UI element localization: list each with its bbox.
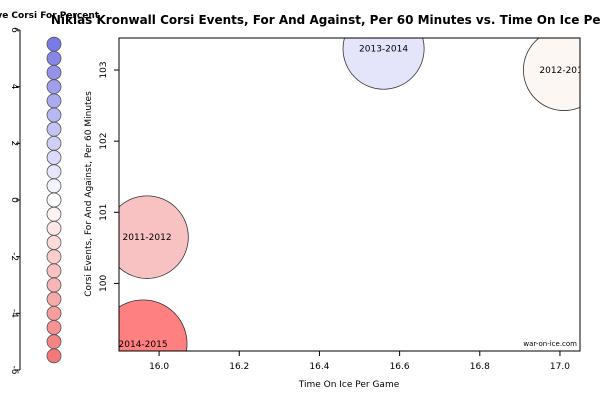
legend-tick-label: 2 [9,140,19,146]
x-tick-label: 16.4 [309,362,329,372]
point-bubble [119,299,188,351]
plot-frame [118,37,581,352]
legend-swatch [46,50,62,66]
data-point: 2014-2015 [119,299,188,351]
data-point: 2012-2013 [523,38,588,111]
y-tick-label: 100 [99,275,109,292]
legend-swatch [46,79,62,95]
legend-tick-label: 4 [9,84,19,90]
legend-swatch [46,150,62,165]
legend-title: tive Corsi For Percent [0,11,100,21]
legend-swatch [46,320,62,335]
legend-panel: tive Corsi For Percent 6 4 2 0 -2 -4 -6 [0,11,100,375]
y-tick-label: 101 [99,204,109,221]
legend-swatches [46,36,62,364]
data-point: 2013-2014 [342,38,425,90]
legend-swatch [46,220,62,236]
legend-swatch [46,291,62,307]
point-label: 2011-2012 [123,233,172,243]
x-tick-label: 16.8 [470,362,490,372]
legend-swatch [46,93,62,109]
x-tick-label: 16.6 [390,362,410,372]
legend-tick-label: 0 [9,197,19,203]
watermark: war-on-ice.com [523,340,577,348]
point-label: 2012-2013 [539,66,588,76]
legend-swatch [46,178,62,194]
x-axis-label: Time On Ice Per Game [298,380,400,390]
legend-swatch [46,334,62,350]
legend-tick-label: -2 [9,252,19,261]
x-tick-label: 17.0 [550,362,570,372]
chart-title: Niklas Kronwall Corsi Events, For And Ag… [51,13,600,27]
legend-swatch [46,121,62,137]
legend-swatch [46,192,62,208]
legend-tick-label: 6 [9,27,19,33]
legend-swatch [46,263,62,279]
y-tick-label: 102 [99,133,109,150]
legend-tick-label: -4 [9,309,19,318]
x-tick-label: 16.0 [149,362,169,372]
legend-swatch [46,65,62,80]
legend-swatch [46,107,62,123]
point-bubble [342,38,425,90]
plot-area: 2013-2014 2012-2013 2011-2012 2014-2015 [118,37,588,352]
legend-swatch [46,206,62,222]
legend-tick-label: -6 [9,366,19,375]
y-axis-ticks: 100 101 102 103 [99,61,119,292]
data-point: 2011-2012 [119,195,189,279]
x-tick-label: 16.2 [229,362,249,372]
legend-swatch [46,305,62,321]
legend-swatch [46,235,62,250]
legend-swatch [46,135,62,151]
legend-swatch [46,36,62,52]
point-label: 2013-2014 [359,45,408,55]
legend-swatch [46,164,62,180]
main-plot: Niklas Kronwall Corsi Events, For And Ag… [51,13,600,390]
point-bubble [119,195,189,279]
y-tick-label: 103 [99,61,109,78]
y-axis-label: Corsi Events, For And Against, Per 60 Mi… [84,91,94,297]
legend-swatch [46,249,62,265]
x-axis-ticks: 16.0 16.2 16.4 16.6 16.8 17.0 [149,351,570,372]
legend-ticks: 6 4 2 0 -2 -4 -6 [9,27,20,375]
legend-swatch [46,348,62,364]
data-points: 2013-2014 2012-2013 2011-2012 2014-2015 [119,38,588,351]
point-label: 2014-2015 [119,340,168,350]
point-bubble [523,38,580,111]
legend-swatch [46,277,62,293]
